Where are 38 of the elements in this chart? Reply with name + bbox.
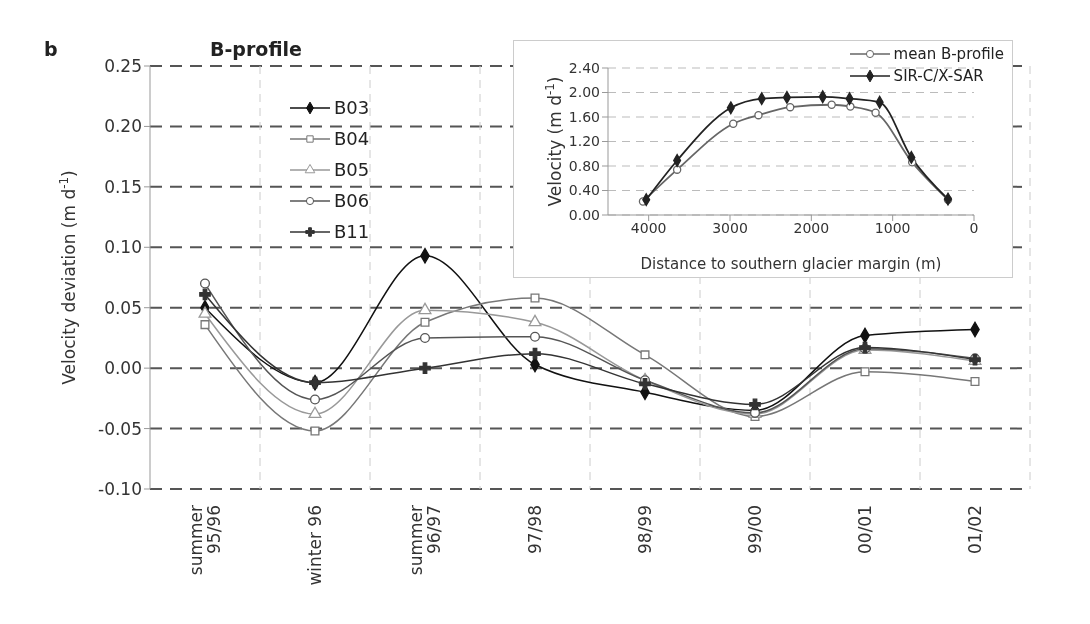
y-tick-label: 0.00 [104,358,142,379]
legend-label: B06 [334,190,370,211]
y-tick-label: 1.60 [568,108,600,125]
x-tick-label: 00/01 [854,505,875,554]
x-tick-label: 97/98 [524,505,545,554]
x-tick-label: summer 96/97 [405,504,445,576]
y-tick-label: 2.40 [568,59,600,76]
y-tick-label: 0.05 [104,297,142,318]
y-tick-label: 1.20 [568,133,600,150]
x-tick-label: 2000 [793,219,830,236]
legend-label: mean B-profile [893,45,1004,63]
legend-label: SIR-C/X-SAR [893,67,984,85]
chart-title: B-profile [204,38,308,60]
y-tick-label: 0.00 [568,206,600,223]
y-tick-label: 0.20 [104,116,142,137]
x-tick-label: 01/02 [964,505,985,554]
x-tick-label: 0 [969,219,979,236]
y-tick-label: 0.25 [104,56,142,77]
y-tick-label: -0.05 [98,418,142,439]
legend-label: B05 [334,159,370,180]
y-tick-label: 2.00 [568,84,600,101]
text: b [44,38,58,60]
x-tick-label: winter 96 [304,505,325,586]
x-tick-label: 1000 [874,219,911,236]
y-tick-label: 0.40 [568,182,600,199]
y-tick-label: -0.10 [98,479,142,500]
legend-label: B11 [334,221,370,242]
x-tick-label: 99/00 [744,505,765,554]
legend-label: B03 [334,97,370,118]
x-tick-label: 98/99 [634,505,655,554]
legend-label: B04 [334,128,370,149]
x-tick-label: 4000 [630,219,667,236]
x-tick-label: 3000 [712,219,748,236]
y-tick-label: 0.15 [104,176,142,197]
y-tick-label: 0.10 [104,237,142,258]
y-tick-label: 0.80 [568,157,600,174]
x-axis-title: Distance to southern glacier margin (m) [640,255,942,273]
x-tick-label: summer 95/96 [185,504,225,576]
